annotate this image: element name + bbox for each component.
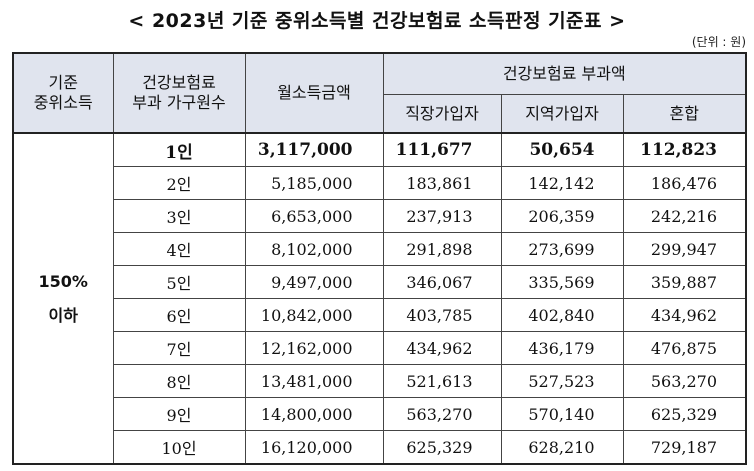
header-household-line1: 건강보험료 bbox=[142, 73, 216, 92]
mixed-cell: 359,887 bbox=[622, 265, 747, 299]
income-cell: 9,497,000 bbox=[244, 265, 384, 299]
income-cell: 16,120,000 bbox=[244, 430, 384, 465]
mixed-cell: 112,823 bbox=[622, 132, 747, 167]
mixed-cell: 434,962 bbox=[622, 298, 747, 332]
employee-cell: 111,677 bbox=[382, 132, 502, 167]
page-title: < 2023년 기준 중위소득별 건강보험료 소득판정 기준표 > bbox=[128, 10, 626, 32]
members-cell: 5인 bbox=[112, 265, 246, 299]
unit-label: (단위 : 원) bbox=[691, 35, 746, 49]
income-criteria-table: 기준 중위소득 건강보험료 부과 가구원수 월소득금액 건강보험료 부과액 직장… bbox=[12, 52, 747, 465]
regional-cell: 570,140 bbox=[500, 397, 624, 431]
employee-cell: 237,913 bbox=[382, 199, 502, 233]
income-cell: 13,481,000 bbox=[244, 364, 384, 398]
income-cell: 5,185,000 bbox=[244, 166, 384, 200]
employee-cell: 625,329 bbox=[382, 430, 502, 465]
employee-cell: 346,067 bbox=[382, 265, 502, 299]
header-premium-group: 건강보험료 부과액 bbox=[382, 52, 747, 95]
regional-cell: 628,210 bbox=[500, 430, 624, 465]
table-row: 3인 6,653,000 237,913 206,359 242,216 bbox=[13, 199, 747, 233]
mixed-cell: 476,875 bbox=[622, 331, 747, 365]
regional-cell: 50,654 bbox=[500, 132, 624, 167]
table-row: 9인 14,800,000 563,270 570,140 625,329 bbox=[13, 397, 747, 431]
income-cell: 14,800,000 bbox=[244, 397, 384, 431]
members-cell: 10인 bbox=[112, 430, 246, 465]
income-cell: 8,102,000 bbox=[244, 232, 384, 266]
regional-cell: 206,359 bbox=[500, 199, 624, 233]
regional-cell: 273,699 bbox=[500, 232, 624, 266]
header-median-income-line1: 기준 bbox=[48, 73, 78, 92]
employee-cell: 563,270 bbox=[382, 397, 502, 431]
employee-cell: 521,613 bbox=[382, 364, 502, 398]
employee-cell: 434,962 bbox=[382, 331, 502, 365]
income-cell: 3,117,000 bbox=[244, 132, 384, 167]
mixed-cell: 563,270 bbox=[622, 364, 747, 398]
header-monthly-income: 월소득금액 bbox=[244, 52, 384, 134]
employee-cell: 291,898 bbox=[382, 232, 502, 266]
members-cell: 2인 bbox=[112, 166, 246, 200]
header-mixed: 혼합 bbox=[622, 94, 747, 134]
members-cell: 1인 bbox=[112, 132, 246, 167]
group-line2: 이하 bbox=[48, 305, 78, 325]
mixed-cell: 729,187 bbox=[622, 430, 747, 465]
regional-cell: 527,523 bbox=[500, 364, 624, 398]
income-cell: 12,162,000 bbox=[244, 331, 384, 365]
table-row: 4인 8,102,000 291,898 273,699 299,947 bbox=[13, 232, 747, 266]
header-median-income-line2: 중위소득 bbox=[33, 93, 93, 112]
header-household-line2: 부과 가구원수 bbox=[132, 93, 226, 112]
header-regional: 지역가입자 bbox=[500, 94, 624, 134]
table-row: 7인 12,162,000 434,962 436,179 476,875 bbox=[13, 331, 747, 365]
income-cell: 6,653,000 bbox=[244, 199, 384, 233]
table-row: 150% 이하 1인 3,117,000 111,677 50,654 112,… bbox=[12, 132, 747, 465]
mixed-cell: 242,216 bbox=[622, 199, 747, 233]
mixed-cell: 625,329 bbox=[622, 397, 747, 431]
group-cell: 150% 이하 bbox=[12, 132, 114, 465]
members-cell: 7인 bbox=[112, 331, 246, 365]
header-employee: 직장가입자 bbox=[382, 94, 502, 134]
mixed-cell: 299,947 bbox=[622, 232, 747, 266]
table-row: 5인 9,497,000 346,067 335,569 359,887 bbox=[13, 265, 747, 299]
header-median-income: 기준 중위소득 bbox=[12, 52, 114, 134]
header-household-members: 건강보험료 부과 가구원수 bbox=[112, 52, 246, 134]
group-line1: 150% bbox=[38, 271, 88, 291]
members-cell: 3인 bbox=[112, 199, 246, 233]
mixed-cell: 186,476 bbox=[622, 166, 747, 200]
regional-cell: 142,142 bbox=[500, 166, 624, 200]
table-row: 2인 5,185,000 183,861 142,142 186,476 bbox=[13, 166, 747, 200]
table-row: 8인 13,481,000 521,613 527,523 563,270 bbox=[13, 364, 747, 398]
members-cell: 8인 bbox=[112, 364, 246, 398]
table-row: 6인 10,842,000 403,785 402,840 434,962 bbox=[13, 298, 747, 332]
members-cell: 4인 bbox=[112, 232, 246, 266]
regional-cell: 436,179 bbox=[500, 331, 624, 365]
table-row: 10인 16,120,000 625,329 628,210 729,187 bbox=[13, 430, 747, 465]
employee-cell: 403,785 bbox=[382, 298, 502, 332]
employee-cell: 183,861 bbox=[382, 166, 502, 200]
members-cell: 6인 bbox=[112, 298, 246, 332]
members-cell: 9인 bbox=[112, 397, 246, 431]
income-cell: 10,842,000 bbox=[244, 298, 384, 332]
regional-cell: 335,569 bbox=[500, 265, 624, 299]
regional-cell: 402,840 bbox=[500, 298, 624, 332]
